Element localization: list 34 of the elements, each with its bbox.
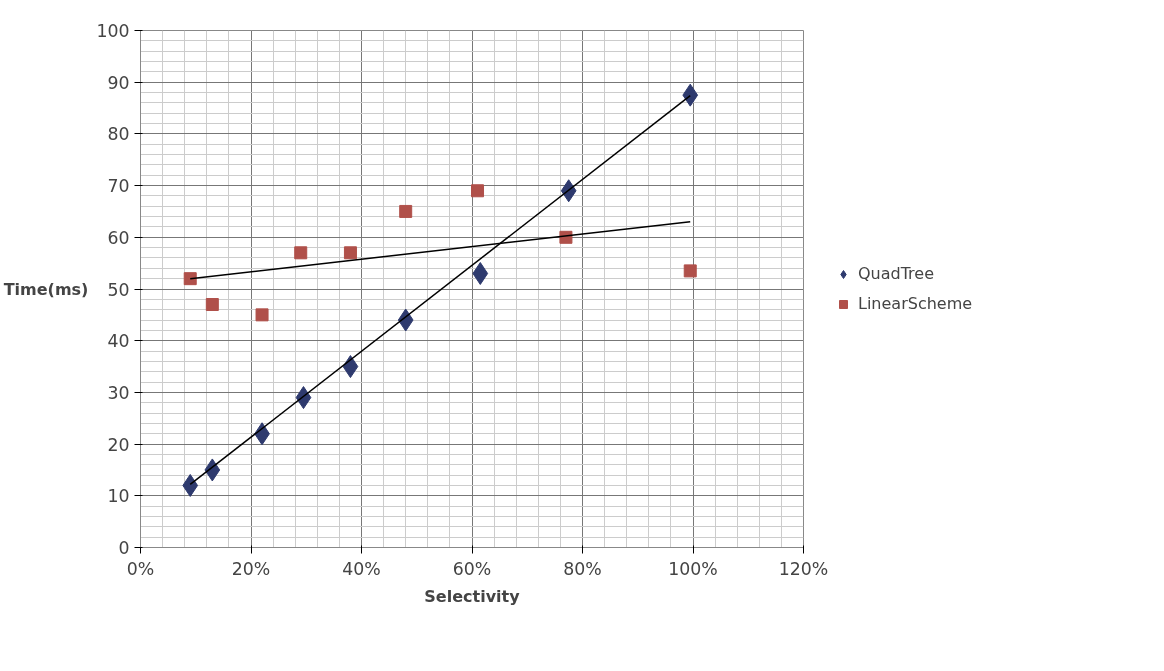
point <box>183 272 197 286</box>
point <box>343 246 357 260</box>
x-tick-label: 100% <box>668 558 718 579</box>
y-tick-label: 0 <box>118 538 130 558</box>
point <box>472 261 489 285</box>
y-tick-label: 40 <box>107 331 130 352</box>
point <box>682 83 699 107</box>
y-tick-label: 50 <box>107 279 130 300</box>
y-tick-label: 30 <box>107 382 130 403</box>
point <box>182 473 199 497</box>
x-tick-label: 80% <box>563 558 602 579</box>
y-tick-label: 80 <box>107 124 130 145</box>
x-tick-label: 60% <box>452 558 492 579</box>
point <box>205 298 219 312</box>
x-tick-label: 20% <box>231 558 271 579</box>
y-tick-label: 10 <box>107 486 130 507</box>
point <box>255 308 269 322</box>
y-axis-title: Time(ms) <box>3 279 89 299</box>
x-tick-label: 40% <box>342 558 381 579</box>
x-tick-label: 0% <box>126 558 155 579</box>
y-tick-label: 70 <box>107 176 130 197</box>
point <box>342 355 359 379</box>
x-axis-title: Selectivity <box>424 586 521 606</box>
point <box>471 184 485 198</box>
y-tick-label: 90 <box>107 72 130 93</box>
y-tick-label: 100 <box>96 21 130 41</box>
point <box>399 204 413 218</box>
y-tick-label: 60 <box>107 227 130 248</box>
legend-label: LinearScheme <box>858 294 973 313</box>
point <box>294 246 308 260</box>
legend-label: QuadTree <box>858 264 935 283</box>
y-tick-label: 20 <box>107 434 130 455</box>
point <box>683 264 697 278</box>
x-tick-label: 120% <box>778 558 829 579</box>
